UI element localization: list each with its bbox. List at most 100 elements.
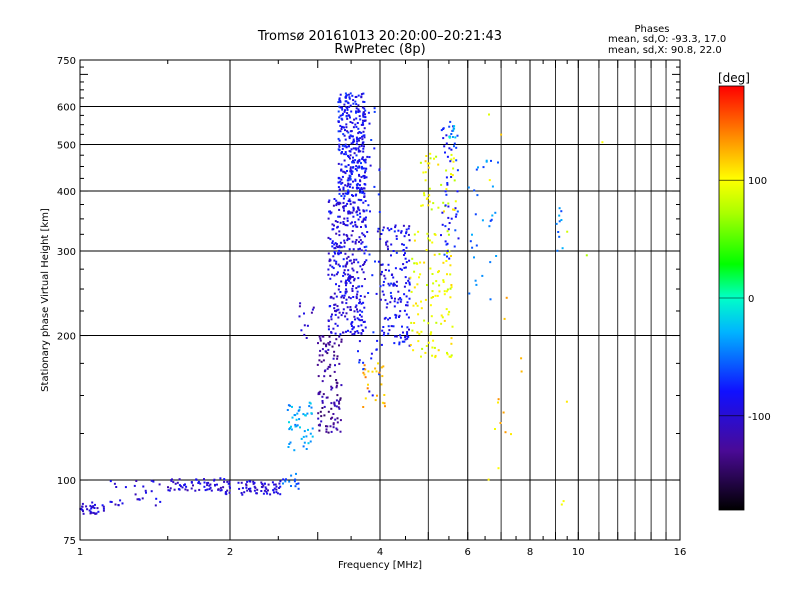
data-point — [158, 483, 161, 486]
data-point — [190, 487, 193, 490]
data-point — [352, 156, 354, 159]
data-point — [209, 486, 212, 489]
data-point — [449, 287, 452, 290]
data-point — [278, 487, 281, 489]
data-point — [355, 287, 358, 290]
data-point — [394, 267, 397, 270]
data-point — [337, 316, 340, 319]
data-point — [333, 354, 336, 357]
data-point — [446, 230, 449, 233]
data-point — [352, 147, 355, 150]
data-point — [355, 143, 358, 146]
data-point — [351, 240, 354, 243]
y-tick-label: 200 — [57, 332, 76, 343]
data-point — [363, 195, 366, 198]
data-point — [179, 485, 182, 488]
data-point — [275, 485, 278, 488]
data-point — [327, 236, 330, 239]
data-point — [303, 441, 306, 444]
data-point — [363, 134, 366, 137]
data-point — [367, 111, 370, 114]
data-point — [178, 478, 181, 481]
data-point — [373, 185, 376, 188]
data-point — [338, 234, 341, 237]
data-point — [363, 278, 366, 280]
data-point — [354, 241, 357, 243]
data-point — [348, 276, 350, 279]
data-point — [307, 442, 310, 445]
data-point — [358, 240, 360, 243]
data-point — [344, 172, 347, 175]
data-point — [431, 290, 434, 293]
data-point — [450, 217, 453, 220]
data-point — [169, 487, 172, 490]
data-point — [335, 203, 338, 205]
data-point — [287, 404, 290, 407]
data-point — [311, 427, 314, 430]
data-point — [142, 485, 145, 488]
data-point — [350, 262, 353, 265]
data-point — [150, 479, 153, 482]
data-point — [348, 280, 351, 282]
data-point — [562, 500, 565, 503]
data-point — [358, 160, 361, 163]
data-point — [345, 302, 348, 305]
data-point — [335, 245, 338, 248]
data-point — [298, 418, 301, 421]
data-point — [357, 108, 360, 111]
data-point — [382, 284, 385, 287]
data-point — [109, 500, 112, 503]
data-point — [346, 306, 349, 309]
data-point — [441, 223, 444, 226]
data-point — [403, 309, 406, 312]
data-point — [425, 345, 428, 347]
data-point — [454, 229, 457, 232]
data-point — [178, 484, 181, 487]
data-point — [399, 310, 402, 313]
data-point — [365, 259, 368, 262]
data-point — [336, 324, 339, 327]
data-point — [241, 487, 244, 490]
data-point — [362, 264, 365, 266]
data-point — [362, 100, 365, 103]
data-point — [344, 92, 347, 95]
data-point — [348, 259, 351, 262]
data-point — [360, 123, 363, 126]
data-point — [337, 162, 340, 165]
data-point — [341, 175, 344, 178]
data-point — [88, 509, 91, 512]
data-point — [346, 237, 349, 240]
data-point — [344, 138, 347, 141]
data-point — [288, 428, 291, 431]
data-point — [349, 297, 352, 300]
data-point — [261, 483, 264, 485]
data-point — [376, 230, 379, 233]
data-point — [349, 175, 352, 178]
data-point — [264, 486, 267, 489]
data-point — [397, 229, 400, 232]
data-point — [357, 331, 360, 334]
data-point — [432, 202, 435, 205]
data-point — [350, 142, 353, 145]
data-point — [345, 94, 348, 97]
data-point — [228, 480, 231, 483]
data-point — [285, 478, 287, 481]
data-point — [382, 365, 385, 368]
data-point — [321, 354, 324, 357]
data-point — [352, 248, 355, 251]
data-point — [352, 296, 355, 298]
data-point — [449, 355, 452, 358]
data-point — [434, 233, 437, 236]
data-point — [419, 261, 422, 264]
data-point — [357, 248, 360, 251]
data-point — [383, 394, 386, 396]
data-point — [197, 482, 200, 484]
data-point — [365, 167, 368, 170]
data-point — [431, 241, 434, 244]
data-point — [339, 398, 342, 401]
data-point — [350, 110, 353, 113]
data-point — [102, 509, 105, 512]
data-point — [346, 261, 349, 264]
data-point — [344, 292, 347, 295]
data-point — [307, 428, 309, 431]
